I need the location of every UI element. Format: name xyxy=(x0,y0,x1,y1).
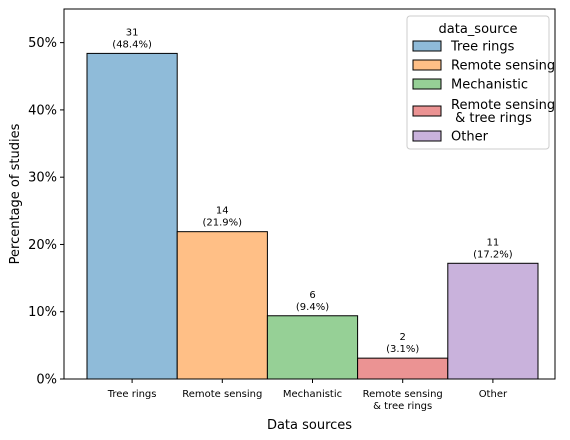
legend-swatch xyxy=(412,105,442,117)
x-tick-label: & tree rings xyxy=(373,401,432,412)
y-tick-label: 20% xyxy=(28,238,57,253)
legend-box xyxy=(406,15,550,150)
x-tick-label: Mechanistic xyxy=(283,389,342,400)
legend-swatch xyxy=(412,78,442,90)
x-tick-label: Other xyxy=(479,389,508,400)
legend-entry-label: Other xyxy=(451,130,489,145)
legend-entry-label: Mechanistic xyxy=(451,78,528,93)
legend-title: data_source xyxy=(439,22,518,37)
x-tick-label: Remote sensing xyxy=(182,389,262,400)
x-tick-label: Remote sensing xyxy=(363,389,443,400)
legend-swatch xyxy=(412,59,442,71)
bar-mechanistic xyxy=(266,315,359,380)
bar-percent-label: (9.4%) xyxy=(296,302,329,313)
bar-count-label: 11 xyxy=(487,237,500,248)
x-axis-label: Data sources xyxy=(267,418,352,433)
bar-count-label: 2 xyxy=(400,332,406,343)
bar-count-label: 6 xyxy=(309,290,315,301)
bar-tree-rings xyxy=(86,52,178,380)
y-tick-label: 0% xyxy=(36,373,57,388)
bar-other xyxy=(447,262,539,380)
bar-percent-label: (48.4%) xyxy=(112,39,152,50)
legend-entry-label: Remote sensing xyxy=(451,98,555,113)
legend-swatch xyxy=(412,40,442,52)
bar-remote-sensing-tree-rings xyxy=(357,357,449,380)
axes-layer: 0% 10% 20% 30% 40% 50% Tree rings Remote sensin… xyxy=(8,8,556,433)
y-tick-label: 10% xyxy=(28,305,57,320)
bars-layer xyxy=(86,52,539,380)
x-tick-label: Tree rings xyxy=(107,389,157,400)
legend: data_source Tree rings Remote sensing Mecha… xyxy=(406,15,555,150)
bar-percent-label: (21.9%) xyxy=(203,218,243,229)
bar-count-label: 14 xyxy=(216,206,229,217)
bar-percent-label: (17.2%) xyxy=(473,249,513,260)
bar-count-label: 31 xyxy=(126,27,139,38)
bar-labels-layer: 31(48.4%) 14(21.9%) 6(9.4%) 2(3.1%) 11(17.2%… xyxy=(112,27,512,355)
legend-entry-label: & tree rings xyxy=(451,111,532,126)
legend-entry-label: Tree rings xyxy=(450,40,515,55)
bar-remote-sensing xyxy=(176,231,268,380)
plot-frame xyxy=(63,8,556,380)
legend-entry-label: Remote sensing xyxy=(451,59,555,74)
bar-percent-label: (3.1%) xyxy=(386,344,419,355)
y-tick-label: 30% xyxy=(28,171,57,186)
y-axis-label: Percentage of studies xyxy=(8,123,23,264)
y-tick-label: 50% xyxy=(28,36,57,51)
y-tick-label: 40% xyxy=(28,103,57,118)
legend-swatch xyxy=(412,130,442,142)
